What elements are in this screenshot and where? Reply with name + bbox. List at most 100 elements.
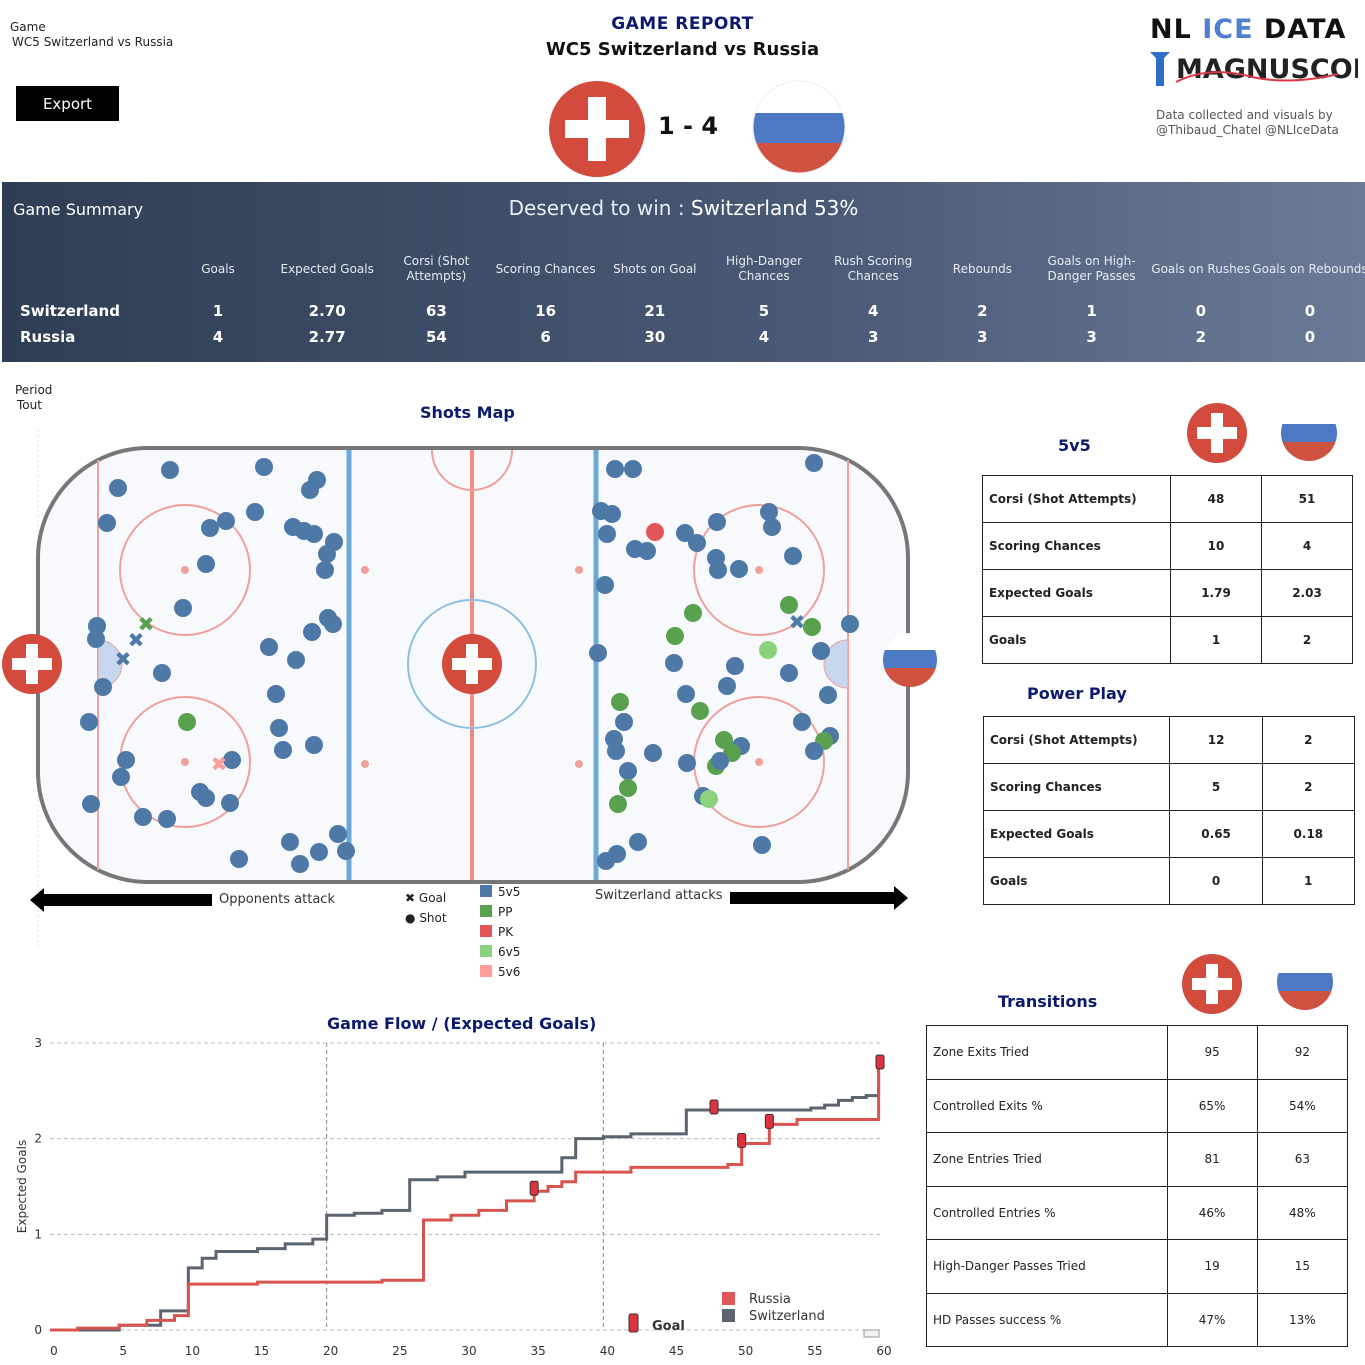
goal-marker [764, 1113, 774, 1129]
deserved-to-win: Deserved to win : Switzerland 53% [508, 196, 859, 220]
goal-marker: ✖ [128, 628, 145, 652]
summary-cell: 5 [758, 302, 770, 320]
x-tick-label: 0 [50, 1344, 58, 1358]
summary-cell: 4 [758, 328, 770, 346]
x-tick-label: 50 [738, 1344, 753, 1358]
period-value[interactable]: Tout [17, 398, 42, 412]
shot-marker [624, 460, 642, 478]
shots-map: ✖✖✖✖✖ [2, 430, 937, 950]
table-row: Controlled Exits % 65% 54% [926, 1078, 1349, 1133]
shot-icon: ● [405, 911, 416, 925]
switzerland-value: 65% [1166, 1078, 1258, 1133]
summary-col-header: Goals on High-Danger Passes [1047, 254, 1136, 283]
summary-cell: 0 [1195, 302, 1207, 320]
series-line-russia [50, 1063, 881, 1332]
x-tick-label: 45 [669, 1344, 684, 1358]
row-label: Goals [982, 616, 1171, 664]
shot-marker [629, 833, 647, 851]
y-tick-label: 0 [34, 1323, 42, 1337]
game-filter-value[interactable]: WC5 Switzerland vs Russia [12, 35, 174, 49]
legend-item-5v5: 5v5 [480, 882, 520, 902]
switzerland-value: 12 [1169, 716, 1263, 764]
summary-cell: 3 [867, 328, 879, 346]
shot-marker [88, 617, 106, 635]
shot-marker [718, 677, 736, 695]
row-label: Corsi (Shot Attempts) [982, 716, 1171, 764]
game-filter[interactable]: Game WC5 Switzerland vs Russia [10, 20, 173, 50]
x-tick-label: 30 [461, 1344, 476, 1358]
shot-marker [82, 795, 100, 813]
shot-marker [329, 825, 347, 843]
shot-marker [255, 458, 273, 476]
table-row: HD Passes success % 47% 13% [926, 1292, 1349, 1347]
row-label: Zone Entries Tried [926, 1132, 1168, 1187]
shot-marker [803, 618, 821, 636]
shot-marker [784, 547, 802, 565]
summary-row-team: Russia [20, 328, 76, 346]
export-button[interactable]: Export [16, 86, 119, 121]
shot-marker [274, 741, 292, 759]
switzerland-value: 47% [1166, 1292, 1258, 1347]
switzerland-flag-icon [442, 634, 502, 694]
x-tick-label: 5 [119, 1344, 127, 1358]
x-tick-label: 10 [185, 1344, 200, 1358]
x-tick-label: 55 [807, 1344, 822, 1358]
legend-item-5v6: 5v6 [480, 962, 520, 982]
legend-swatch [480, 965, 492, 977]
row-label: HD Passes success % [926, 1292, 1168, 1347]
x-tick-label: 15 [254, 1344, 269, 1358]
switzerland-value: 46% [1166, 1185, 1258, 1240]
switzerland-value: 81 [1166, 1132, 1258, 1187]
powerplay-title: Power Play [1027, 684, 1127, 703]
shot-marker [87, 630, 105, 648]
legend-swatch-switzerland [722, 1309, 735, 1322]
switzerland-value: 48 [1170, 475, 1262, 523]
period-filter[interactable]: Period Tout [15, 383, 53, 412]
shot-marker [117, 751, 135, 769]
report-label: GAME REPORT [611, 14, 754, 34]
summary-col-header: Corsi (Shot Attempts) [403, 254, 470, 283]
russia-flag-icon [1281, 405, 1337, 461]
shot-marker [676, 524, 694, 542]
shot-marker [310, 843, 328, 861]
shot-marker [638, 542, 656, 560]
summary-cell: 2 [977, 302, 988, 320]
shot-marker [763, 518, 781, 536]
game-filter-label: Game [10, 20, 46, 34]
x-tick-label: 20 [323, 1344, 338, 1358]
shot-marker [589, 644, 607, 662]
powerplay-table: Corsi (Shot Attempts) 12 2 Scoring Chances 5… [982, 716, 1356, 905]
row-label: Goals [982, 857, 1171, 905]
summary-cell: 16 [535, 302, 557, 320]
shot-marker [603, 505, 621, 523]
switzerland-value: 95 [1166, 1025, 1258, 1080]
table-row: Goals 0 1 [982, 857, 1356, 905]
summary-cell: 3 [977, 328, 988, 346]
shot-marker [281, 833, 299, 851]
switzerland-value: 5 [1169, 763, 1263, 811]
russia-value: 0.18 [1261, 810, 1356, 858]
shot-marker [305, 525, 323, 543]
goal-marker: ✖ [115, 647, 132, 671]
switzerland-flag-icon [2, 634, 62, 694]
shot-marker [691, 702, 709, 720]
shot-marker [246, 503, 264, 521]
summary-cell: 2.77 [308, 328, 346, 346]
shot-marker [644, 744, 662, 762]
brand-logo: NL ICE DATA [1150, 14, 1347, 45]
shot-marker [80, 713, 98, 731]
shot-marker [94, 678, 112, 696]
table-row: Controlled Entries % 46% 48% [926, 1185, 1349, 1240]
y-tick-label: 3 [34, 1036, 42, 1050]
shot-marker [597, 852, 615, 870]
shot-marker [316, 561, 334, 579]
shot-marker [619, 779, 637, 797]
shot-marker [793, 713, 811, 731]
table-row: Scoring Chances 10 4 [982, 522, 1353, 570]
summary-cell: 2.70 [308, 302, 346, 320]
shot-marker [291, 855, 309, 873]
goal-marker [737, 1132, 747, 1148]
summary-cell: 1 [212, 302, 224, 320]
legend-label-switzerland: Switzerland [749, 1309, 825, 1324]
shot-marker [609, 795, 627, 813]
